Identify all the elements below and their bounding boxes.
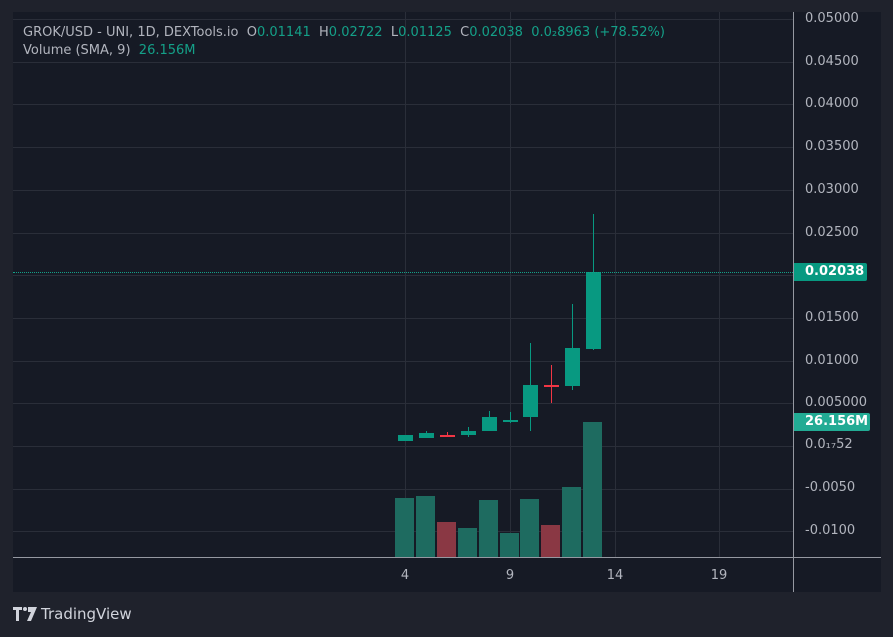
y-tick: 0.0₁₇52 [805, 437, 853, 452]
candle-wick [446, 432, 448, 438]
candle-body [460, 430, 476, 435]
legend-high-value: 0.02722 [328, 25, 383, 40]
volume-bar [395, 498, 414, 558]
v-gridline [510, 12, 511, 558]
y-tick: 0.04000 [805, 96, 859, 111]
h-gridline [13, 403, 793, 404]
x-tick: 14 [606, 568, 624, 583]
v-gridline [405, 12, 406, 558]
y-tick: 0.005000 [805, 395, 868, 410]
h-gridline [13, 361, 793, 362]
h-gridline [13, 62, 793, 63]
candle-body [523, 384, 539, 417]
candle-body [418, 433, 434, 439]
legend-open-label: O [246, 25, 257, 40]
volume-bar [415, 496, 435, 558]
v-gridline [615, 12, 616, 558]
chart-frame [13, 12, 881, 592]
legend-close-label: C [460, 25, 470, 40]
legend-high-label: H [319, 25, 329, 40]
chart-legend: GROK/USD - UNI, 1D, DEXTools.io O0.01141… [23, 24, 665, 60]
legend-ohlc-row: GROK/USD - UNI, 1D, DEXTools.io O0.01141… [23, 24, 665, 42]
y-tick: 0.03000 [805, 182, 859, 197]
tradingview-branding[interactable]: TradingView [13, 605, 132, 623]
y-tick: 0.04500 [805, 54, 859, 69]
h-gridline [13, 147, 793, 148]
x-tick: 19 [710, 568, 728, 583]
chart-plot-area[interactable] [13, 12, 793, 558]
h-gridline [13, 190, 793, 191]
volume-bar [520, 499, 540, 558]
h-gridline [13, 446, 793, 447]
price-axis-border [793, 12, 794, 592]
x-tick: 4 [400, 568, 410, 583]
legend-volume-row: Volume (SMA, 9) 26.156M [23, 42, 665, 60]
legend-low-value: 0.01125 [398, 25, 452, 40]
candle-wick [551, 364, 553, 404]
candle-body [502, 419, 518, 422]
candle-body [439, 434, 455, 437]
y-tick: -0.0050 [805, 480, 856, 495]
v-gridline [719, 12, 720, 558]
candle-body [398, 434, 413, 441]
volume-sma-tag: 26.156M [794, 413, 870, 431]
time-axis-border [13, 557, 881, 558]
volume-bar [562, 487, 582, 558]
candle-wick [572, 304, 574, 390]
h-gridline [13, 19, 793, 20]
legend-low-label: L [390, 25, 399, 40]
h-gridline [13, 318, 793, 319]
y-tick: 0.01500 [805, 310, 859, 325]
legend-symbol[interactable]: GROK/USD - UNI, 1D, DEXTools.io [23, 25, 239, 40]
volume-bar [499, 533, 519, 558]
volume-bar [457, 528, 477, 558]
legend-close-value: 0.02038 [469, 25, 523, 40]
legend-change: 0.0₂8963 (+78.52%) [531, 25, 665, 40]
y-tick: 0.03500 [805, 139, 859, 154]
volume-bar [478, 500, 498, 558]
volume-bar [583, 422, 603, 558]
y-tick: 0.02500 [805, 225, 859, 240]
volume-bar [436, 522, 456, 558]
h-gridline [13, 104, 793, 105]
legend-volume-label[interactable]: Volume (SMA, 9) [23, 43, 131, 58]
h-gridline [13, 489, 793, 490]
y-tick: 0.05000 [805, 11, 859, 26]
candle-body [586, 271, 602, 349]
brand-name: TradingView [41, 605, 132, 623]
tradingview-logo-icon [13, 607, 37, 621]
last-price-line [13, 272, 793, 273]
h-gridline [13, 233, 793, 234]
candle-body [544, 385, 560, 388]
candle-body [481, 416, 497, 431]
legend-volume-value: 26.156M [138, 43, 196, 58]
h-gridline [13, 275, 793, 276]
y-tick: 0.01000 [805, 353, 859, 368]
last-price-tag: 0.02038 [794, 263, 867, 281]
volume-bar [541, 525, 561, 558]
y-tick: -0.0100 [805, 523, 856, 538]
candle-wick [509, 411, 511, 423]
x-tick: 9 [505, 568, 515, 583]
legend-open-value: 0.01141 [256, 25, 311, 40]
candle-body [565, 347, 581, 387]
